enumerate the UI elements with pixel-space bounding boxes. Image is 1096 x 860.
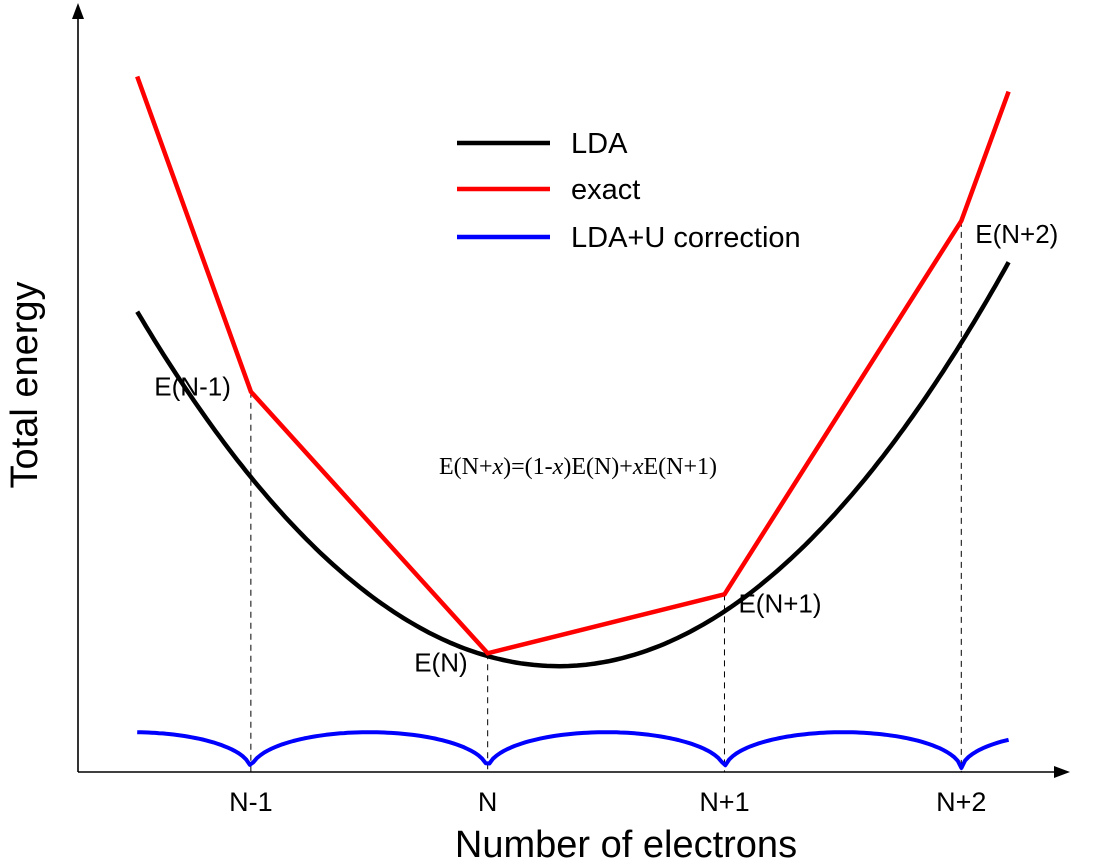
legend-item-lda: LDA — [457, 128, 628, 160]
y-axis-title: Total energy — [4, 281, 46, 488]
formula-part-2: )=(1- — [503, 454, 553, 480]
formula-part-4: )E(N)+ — [563, 454, 633, 480]
formula-part-1: x — [492, 454, 504, 480]
x-tick-label-0: N-1 — [229, 787, 273, 817]
y-axis-arrow-icon — [72, 3, 84, 19]
series-layer — [135, 75, 1011, 770]
x-tick-label-3: N+2 — [936, 787, 986, 817]
x-tick-label-2: N+1 — [699, 787, 749, 817]
series-correction-line — [137, 730, 1010, 770]
formula-part-3: x — [552, 454, 564, 480]
annotation-label-1: E(N) — [414, 647, 467, 677]
x-tick-labels: N-1 N N+1 N+2 — [229, 787, 986, 817]
point-annotations: E(N-1) E(N) E(N+1) E(N+2) — [154, 219, 1058, 677]
formula-part-0: E(N+ — [439, 454, 493, 480]
interpolation-formula: E(N+x)=(1-x)E(N)+xE(N+1) — [439, 454, 717, 480]
formula-part-5: x — [632, 454, 644, 480]
annotation-label-3: E(N+2) — [975, 219, 1058, 249]
legend: LDA exact LDA+U correction — [457, 128, 801, 254]
series-lda-line — [135, 261, 1011, 669]
legend-label-lda: LDA — [571, 128, 628, 160]
annotation-label-0: E(N-1) — [154, 372, 231, 402]
series-exact-line — [135, 75, 1011, 656]
x-axis-title: Number of electrons — [455, 824, 797, 860]
x-axis-arrow-icon — [1054, 766, 1070, 778]
annotation-label-2: E(N+1) — [738, 588, 821, 618]
axes — [72, 3, 1070, 778]
legend-label-exact: exact — [571, 174, 640, 206]
formula-part-6: E(N+1) — [644, 454, 718, 480]
x-tick-label-1: N — [478, 787, 498, 817]
vertical-guides — [250, 220, 962, 772]
legend-item-correction: LDA+U correction — [457, 222, 801, 254]
legend-label-correction: LDA+U correction — [571, 222, 801, 254]
legend-item-exact: exact — [457, 174, 640, 206]
